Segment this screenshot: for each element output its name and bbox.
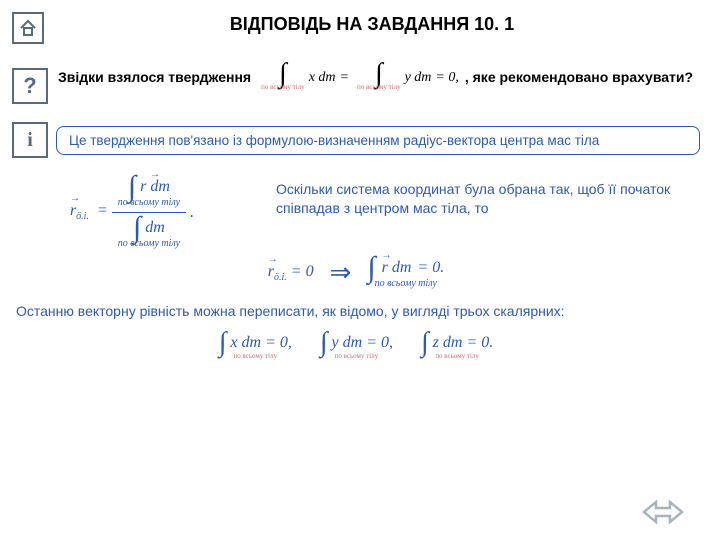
page-title: ВІДПОВІДЬ НА ЗАВДАННЯ 10. 1: [44, 8, 700, 35]
explanation-text: Оскільки система координат була обрана т…: [276, 174, 700, 251]
implication-formula: rö.i. = 0 ⇒ ∫ r dm = 0. по всьому тілу: [12, 257, 700, 289]
scalar-equalities: ∫ x dm = 0, по всьому тілу ∫ y dm = 0, п…: [12, 333, 700, 360]
question-icon: ?: [12, 68, 48, 104]
implies-arrow: ⇒: [330, 258, 352, 288]
center-mass-formula: rö.i. = ∫ r dm по всьому тілу ∫ dm: [12, 174, 252, 251]
question-part1: Звідки взялося твердження: [58, 68, 251, 88]
bottom-sentence: Останню векторну рівність можна переписа…: [12, 303, 700, 319]
question-part2: , яке рекомендовано врахувати?: [465, 68, 693, 88]
info-icon: i: [12, 122, 48, 158]
info-box: Це твердження пов'язано із формулою-визн…: [56, 126, 700, 155]
question-formula: ∫ по всьому тілу x dm = ∫ по всьому тілу…: [257, 64, 459, 91]
question-text: Звідки взялося твердження ∫ по всьому ті…: [58, 64, 693, 91]
home-icon[interactable]: [12, 12, 44, 44]
back-icon[interactable]: [632, 498, 690, 526]
